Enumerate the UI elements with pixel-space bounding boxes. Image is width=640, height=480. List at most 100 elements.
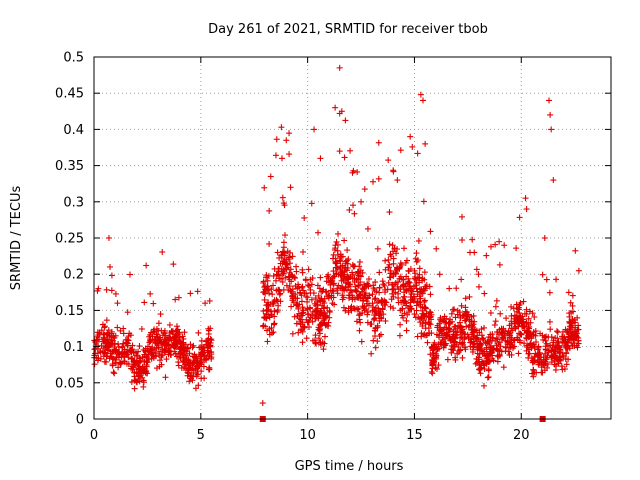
data-point — [427, 321, 434, 328]
data-point — [308, 296, 315, 303]
data-point — [382, 257, 389, 264]
data-point — [204, 347, 211, 354]
data-point — [194, 288, 201, 295]
data-point — [317, 155, 324, 162]
data-point — [281, 252, 288, 259]
data-point — [390, 255, 397, 262]
data-point — [205, 325, 212, 332]
data-point — [473, 266, 480, 273]
data-point — [264, 277, 271, 284]
data-point — [279, 155, 285, 162]
data-point — [403, 273, 410, 280]
data-point — [420, 97, 426, 104]
data-point — [106, 341, 113, 348]
data-point — [379, 298, 386, 305]
data-point — [171, 333, 178, 340]
data-point — [299, 328, 306, 335]
data-point — [338, 108, 345, 115]
data-point — [363, 283, 370, 290]
data-point — [271, 307, 278, 314]
data-point — [356, 327, 363, 334]
data-point — [304, 282, 311, 289]
data-point — [317, 274, 324, 281]
data-point — [304, 294, 311, 301]
data-point — [270, 329, 277, 336]
data-point — [272, 277, 279, 284]
data-point — [375, 175, 382, 182]
data-point — [286, 283, 293, 290]
data-point — [176, 337, 183, 344]
data-point — [326, 307, 333, 314]
data-point — [336, 257, 343, 264]
data-point — [336, 148, 343, 155]
data-point — [385, 157, 392, 164]
data-point — [399, 306, 406, 313]
data-point — [368, 320, 375, 327]
data-point — [387, 270, 394, 277]
data-point — [418, 330, 425, 337]
data-point — [312, 332, 319, 339]
data-point — [334, 287, 341, 294]
data-point — [396, 275, 403, 282]
data-point — [140, 379, 147, 386]
data-point — [301, 323, 308, 330]
data-point — [344, 247, 351, 254]
data-point — [423, 282, 430, 289]
data-point — [332, 104, 339, 111]
data-point — [330, 288, 337, 295]
data-point — [321, 309, 328, 316]
data-point — [356, 258, 363, 265]
data-point — [341, 237, 348, 244]
data-point — [202, 300, 209, 307]
data-point — [413, 285, 420, 292]
data-point — [281, 202, 288, 209]
data-point — [358, 338, 365, 345]
data-point — [341, 268, 348, 275]
data-point — [360, 304, 367, 311]
data-point — [320, 298, 327, 305]
data-point — [266, 207, 273, 214]
data-point — [180, 357, 187, 364]
data-point — [262, 290, 269, 297]
data-point — [161, 336, 168, 343]
data-point — [153, 365, 160, 372]
data-point — [487, 309, 494, 316]
data-point — [184, 372, 191, 379]
data-point — [280, 244, 287, 251]
data-point — [353, 287, 360, 294]
data-point — [322, 314, 329, 321]
data-point — [278, 124, 285, 131]
data-point — [291, 313, 298, 320]
data-point — [297, 290, 304, 297]
data-point — [311, 126, 318, 133]
data-point — [414, 150, 421, 157]
data-point — [106, 355, 113, 362]
data-point — [436, 271, 443, 278]
data-point — [370, 337, 377, 344]
data-point — [261, 184, 268, 191]
data-point — [103, 338, 110, 345]
data-point — [110, 369, 117, 376]
data-point — [401, 294, 408, 301]
data-point — [260, 322, 267, 329]
data-point — [279, 271, 286, 278]
data-point — [325, 322, 332, 329]
data-point — [297, 318, 304, 325]
data-point — [395, 294, 402, 301]
data-point — [314, 305, 321, 312]
data-point — [372, 279, 379, 286]
data-point — [97, 348, 104, 355]
data-point — [344, 286, 351, 293]
data-point — [300, 287, 307, 294]
data-point — [370, 282, 377, 289]
data-point — [401, 245, 408, 252]
data-point — [288, 288, 295, 295]
data-point — [321, 333, 328, 340]
data-point — [302, 277, 309, 284]
data-point — [167, 344, 174, 351]
data-point — [180, 335, 187, 342]
data-point — [93, 337, 100, 344]
data-point — [112, 359, 119, 366]
data-point — [159, 248, 166, 255]
data-point — [335, 282, 342, 289]
